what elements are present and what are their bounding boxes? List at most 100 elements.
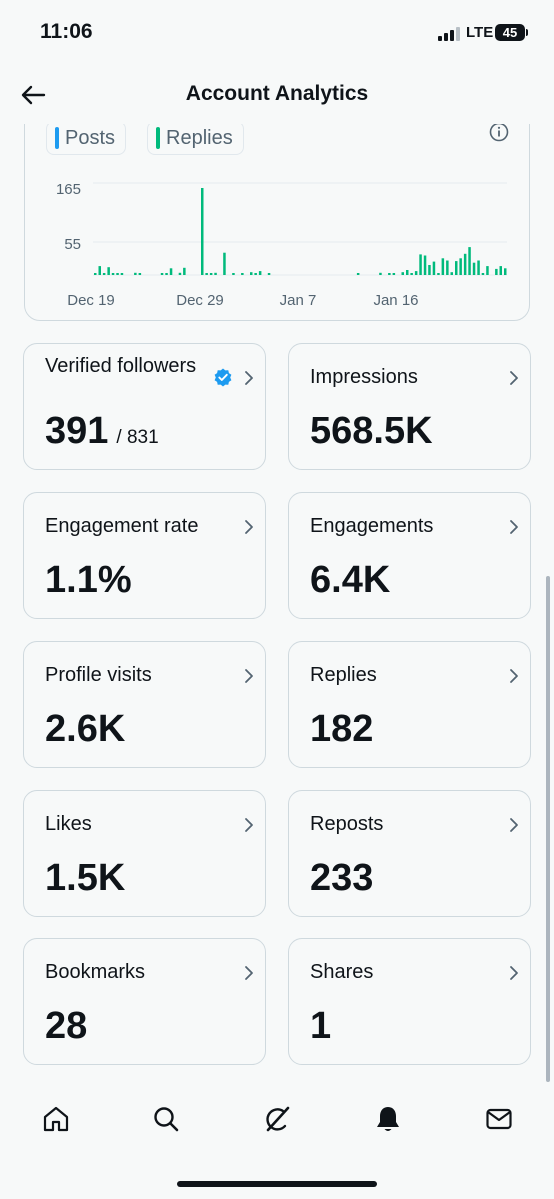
stat-value: 391 / 831 <box>45 410 159 453</box>
chart-bar <box>446 260 449 275</box>
chevron-right-icon <box>245 966 253 980</box>
stat-likes[interactable]: Likes 1.5K <box>23 790 266 917</box>
stat-bookmarks[interactable]: Bookmarks 28 <box>23 938 266 1065</box>
chart-bar <box>258 271 262 275</box>
network-type: LTE <box>466 24 494 41</box>
signal-icon <box>438 27 462 41</box>
stat-label: Replies <box>310 664 377 686</box>
chart-bar <box>356 273 360 275</box>
header: Account Analytics <box>0 64 554 124</box>
status-bar: 11:06 LTE 45 <box>0 0 554 64</box>
stat-value: 1 <box>310 1005 332 1047</box>
chart-bar <box>250 272 253 275</box>
notifications-icon[interactable] <box>373 1104 403 1134</box>
stat-value: 6.4K <box>310 559 391 601</box>
stat-profile-visits[interactable]: Profile visits 2.6K <box>23 641 266 768</box>
chart-bar <box>134 272 137 275</box>
chart-bar <box>450 272 453 275</box>
chevron-right-icon <box>510 966 518 980</box>
stat-engagements[interactable]: Engagements 6.4K <box>288 492 531 619</box>
stat-value: 233 <box>310 857 374 899</box>
stat-value-number: 391 <box>45 410 109 452</box>
scrollbar[interactable] <box>546 576 550 1082</box>
chevron-right-icon <box>510 669 518 683</box>
chart-bar <box>183 267 186 275</box>
chevron-right-icon <box>510 371 518 385</box>
legend-replies-label: Replies <box>166 126 233 149</box>
stat-label: Likes <box>45 813 92 835</box>
chart-bar <box>486 266 489 275</box>
chevron-right-icon <box>510 520 518 534</box>
chart-bar <box>107 267 110 275</box>
bottom-nav <box>0 1090 554 1156</box>
chart-bar <box>116 273 119 275</box>
chart-bar <box>468 247 471 275</box>
chart-bar <box>481 273 485 275</box>
x-tick-dec19: Dec 19 <box>67 292 115 309</box>
chart-bar <box>406 270 409 275</box>
chart-bar <box>459 258 462 275</box>
stat-label: Engagement rate <box>45 515 199 537</box>
chart-bar <box>379 272 382 275</box>
chart-bar <box>432 261 436 275</box>
stat-value: 28 <box>45 1005 88 1047</box>
chart-bar <box>201 188 204 275</box>
chart-bar <box>455 261 458 275</box>
stat-replies[interactable]: Replies 182 <box>288 641 531 768</box>
chart-bar <box>410 273 413 275</box>
chart-bar <box>102 273 106 275</box>
search-icon[interactable] <box>151 1104 181 1134</box>
posts-swatch <box>55 127 59 149</box>
grok-icon[interactable] <box>263 1104 293 1134</box>
legend-posts-label: Posts <box>65 126 116 149</box>
chart-bar <box>423 255 427 275</box>
stat-reposts[interactable]: Reposts 233 <box>288 790 531 917</box>
chevron-right-icon <box>245 669 253 683</box>
home-icon[interactable] <box>41 1104 71 1134</box>
chart-bar <box>267 273 271 275</box>
chart-bar <box>499 266 502 275</box>
stat-verified-followers[interactable]: Verified followers 391 / 831 <box>23 343 266 470</box>
chart-bar <box>98 266 101 275</box>
engagement-chart-card: Posts Replies 165 55 Dec 19 Dec 29 Jan 7… <box>24 90 530 321</box>
chart-bar <box>120 273 124 275</box>
chart-bar <box>401 272 404 275</box>
y-tick-165: 165 <box>56 181 81 198</box>
stat-value-total: / 831 <box>116 427 159 448</box>
chart-bar <box>254 273 257 275</box>
chart-bar <box>205 273 208 275</box>
chart-bar <box>437 273 440 275</box>
stat-value: 1.1% <box>45 559 132 601</box>
stat-engagement-rate[interactable]: Engagement rate 1.1% <box>23 492 266 619</box>
chart-bar <box>169 268 173 275</box>
chart-bar <box>428 265 431 275</box>
x-tick-jan16: Jan 16 <box>373 292 418 309</box>
page-title: Account Analytics <box>185 82 369 105</box>
stat-label: Profile visits <box>45 664 152 686</box>
chart-bar <box>160 273 164 275</box>
stat-value: 568.5K <box>310 410 433 452</box>
messages-icon[interactable] <box>484 1104 514 1134</box>
y-tick-55: 55 <box>64 236 81 253</box>
x-tick-jan7: Jan 7 <box>280 292 317 309</box>
replies-swatch <box>156 127 160 149</box>
home-indicator[interactable] <box>177 1181 377 1187</box>
chart-bar <box>232 273 235 275</box>
chart-bar <box>463 253 467 275</box>
chevron-right-icon <box>245 520 253 534</box>
stat-value: 1.5K <box>45 857 126 899</box>
stat-impressions[interactable]: Impressions 568.5K <box>288 343 531 470</box>
chart-bar <box>111 273 115 275</box>
chart-bar <box>178 272 182 275</box>
stat-label: Reposts <box>310 813 384 835</box>
chart-bar <box>94 273 97 275</box>
chart-bar <box>477 260 480 275</box>
chart-bar <box>419 254 422 275</box>
stat-label: Impressions <box>310 366 418 388</box>
chart-bar <box>504 268 507 275</box>
chart-bar <box>392 273 396 275</box>
stat-shares[interactable]: Shares 1 <box>288 938 531 1065</box>
back-arrow-icon[interactable] <box>18 80 48 110</box>
chart-bar <box>209 273 213 275</box>
x-tick-dec29: Dec 29 <box>176 292 224 309</box>
